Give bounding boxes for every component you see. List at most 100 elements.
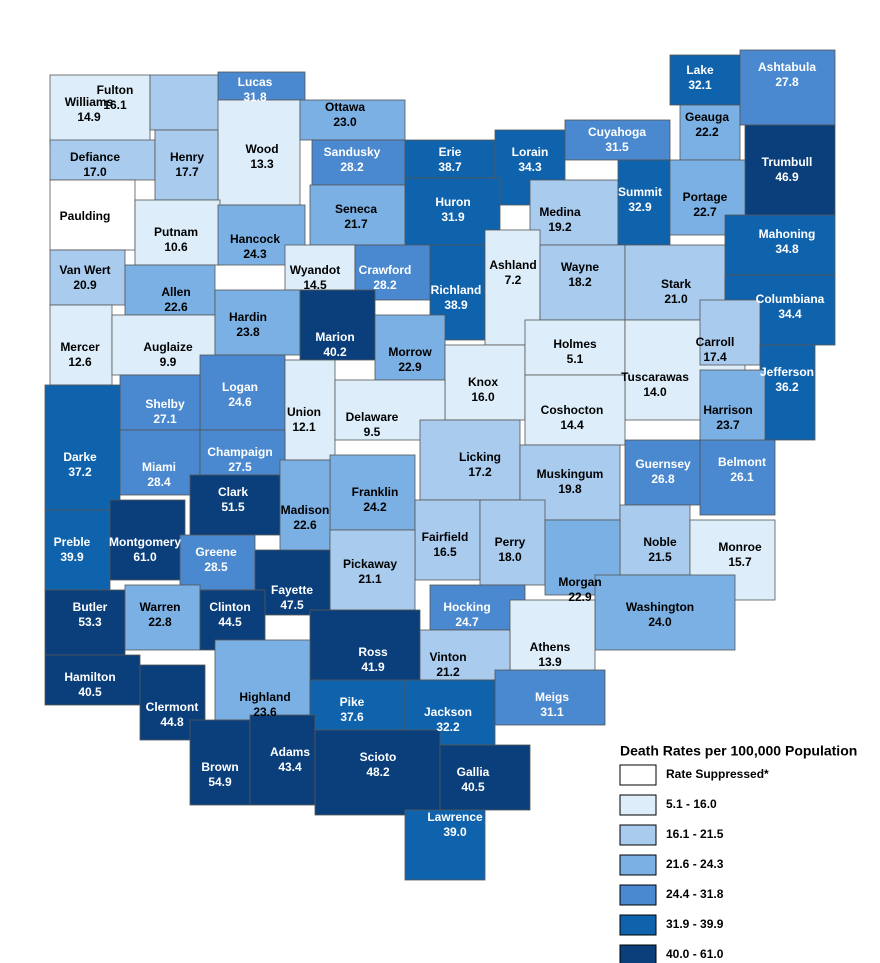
county-name: Athens <box>530 640 571 654</box>
county-value: 17.2 <box>468 465 492 479</box>
county-name: Ottawa <box>325 100 365 114</box>
legend-label: 21.6 - 24.3 <box>666 857 724 871</box>
county <box>669 54 741 106</box>
county-name: Hardin <box>229 310 267 324</box>
county-value: 32.2 <box>436 720 460 734</box>
county-name: Highland <box>239 690 290 704</box>
county-value: 21.5 <box>648 550 672 564</box>
county-name: Meigs <box>535 690 569 704</box>
county-value: 53.3 <box>78 615 102 629</box>
county-value: 22.9 <box>398 360 422 374</box>
county-value: 54.9 <box>208 775 232 789</box>
county-value: 22.6 <box>293 518 317 532</box>
county-value: 22.8 <box>148 615 172 629</box>
county-value: 14.4 <box>560 418 584 432</box>
county-value: 14.0 <box>643 385 667 399</box>
county-name: Brown <box>201 760 238 774</box>
county-name: Ashtabula <box>758 60 816 74</box>
legend-label: 16.1 - 21.5 <box>666 827 724 841</box>
county-name: Clinton <box>209 600 250 614</box>
county-name: Franklin <box>352 485 399 499</box>
county-name: Allen <box>161 285 190 299</box>
county <box>214 289 301 356</box>
county-name: Delaware <box>346 410 399 424</box>
county-name: Adams <box>270 745 310 759</box>
county-value: 28.2 <box>340 160 364 174</box>
county-value: 16.5 <box>433 545 457 559</box>
county-value: 21.0 <box>664 292 688 306</box>
county <box>374 314 446 381</box>
county-value: 17.7 <box>175 165 199 179</box>
county <box>284 244 356 291</box>
county <box>49 179 136 251</box>
county-name: Paulding <box>60 209 111 223</box>
legend-swatch <box>619 854 657 876</box>
county-name: Putnam <box>154 225 198 239</box>
county-name: Madison <box>281 503 330 517</box>
county-value: 17.4 <box>703 350 727 364</box>
county <box>199 354 286 431</box>
county-name: Erie <box>439 145 462 159</box>
county-name: Wood <box>245 142 278 156</box>
county-value: 21.2 <box>436 665 460 679</box>
county-name: Seneca <box>335 202 377 216</box>
legend-label: 24.4 - 31.8 <box>666 887 724 901</box>
county-value: 31.1 <box>540 705 564 719</box>
county-name: Pike <box>340 695 365 709</box>
county <box>109 499 186 581</box>
county-name: Lorain <box>512 145 549 159</box>
county <box>119 374 201 431</box>
county-value: 23.8 <box>236 325 260 339</box>
county-name: Tuscarawas <box>621 370 689 384</box>
county-name: Noble <box>643 535 677 549</box>
county <box>44 654 141 706</box>
county-value: 43.4 <box>278 760 302 774</box>
county <box>699 369 766 446</box>
county-name: Cuyahoga <box>588 125 646 139</box>
county <box>529 179 619 246</box>
county <box>564 119 671 161</box>
county-name: Sandusky <box>324 145 381 159</box>
county-value: 20.9 <box>73 278 97 292</box>
county-value: 61.0 <box>133 550 157 564</box>
county-name: Washington <box>626 600 694 614</box>
county <box>429 584 526 631</box>
county-value: 23.6 <box>253 705 277 719</box>
county-name: Coshocton <box>541 403 604 417</box>
county-name: Miami <box>142 460 176 474</box>
county-value: 14.9 <box>77 110 101 124</box>
county-name: Wyandot <box>290 263 340 277</box>
county <box>524 319 626 376</box>
county-value: 9.9 <box>160 355 177 369</box>
county <box>44 384 121 511</box>
county <box>217 71 306 101</box>
county <box>284 359 336 461</box>
county-name: Marion <box>315 330 354 344</box>
county-value: 40.5 <box>78 685 102 699</box>
county-value: 22.2 <box>695 125 719 139</box>
county-name: Champaign <box>207 445 272 459</box>
county-value: 48.2 <box>366 765 390 779</box>
legend-label: 31.9 - 39.9 <box>666 917 724 931</box>
county-name: Gallia <box>457 765 490 779</box>
county-name: Lucas <box>238 75 273 89</box>
county-name: Henry <box>170 150 204 164</box>
county <box>314 729 441 816</box>
county-value: 34.4 <box>778 307 802 321</box>
county <box>119 429 201 496</box>
county-value: 51.5 <box>221 500 245 514</box>
county <box>404 177 501 251</box>
legend: Rate Suppressed* 5.1 - 16.0 16.1 - 21.5 21.… <box>619 764 769 963</box>
county <box>439 744 531 811</box>
county-name: Guernsey <box>635 457 691 471</box>
county-name: Morrow <box>388 345 432 359</box>
county <box>419 419 521 501</box>
county-value: 28.5 <box>204 560 228 574</box>
county-value: 16.0 <box>471 390 495 404</box>
county-value: 12.1 <box>292 420 316 434</box>
county-name: Hamilton <box>64 670 115 684</box>
county <box>699 299 761 366</box>
county-value: 23.7 <box>716 418 740 432</box>
county-value: 21.1 <box>358 572 382 586</box>
county <box>217 99 301 206</box>
